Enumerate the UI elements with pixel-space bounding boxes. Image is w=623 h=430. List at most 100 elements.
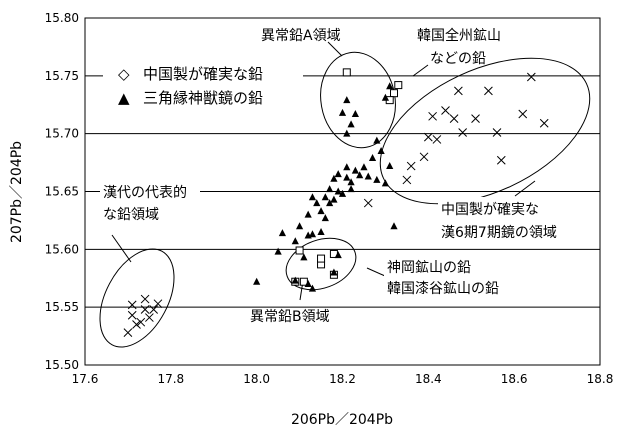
point-square bbox=[295, 246, 304, 255]
point-cross bbox=[484, 86, 493, 96]
leader-kamioka bbox=[366, 267, 386, 277]
point-cross bbox=[423, 132, 433, 142]
point-triangle bbox=[386, 162, 394, 170]
point-triangle bbox=[368, 153, 377, 161]
point-triangle bbox=[347, 178, 355, 186]
y-axis-label: 207Pb／204Pb bbox=[9, 141, 25, 243]
point-triangle bbox=[304, 280, 312, 288]
point-square bbox=[342, 68, 351, 77]
point-triangle bbox=[330, 268, 338, 276]
point-triangle bbox=[338, 108, 347, 116]
point-cross bbox=[123, 328, 133, 337]
point-triangle bbox=[291, 237, 299, 245]
anno-korea-jeonju-2: などの鉛 bbox=[430, 51, 486, 67]
point-cross bbox=[539, 118, 549, 128]
x-tick-label: 18.4 bbox=[415, 372, 442, 386]
y-tick-label: 15.80 bbox=[45, 11, 79, 25]
point-cross bbox=[492, 128, 502, 137]
data-points bbox=[123, 68, 549, 337]
legend-entry-1-symbol: ◇ bbox=[118, 65, 130, 83]
anno-abnormal-a: 異常鉛A領域 bbox=[261, 27, 341, 44]
point-triangle bbox=[356, 171, 364, 179]
point-triangle bbox=[351, 166, 359, 174]
point-triangle bbox=[334, 251, 342, 259]
point-cross bbox=[402, 175, 412, 185]
point-triangle bbox=[317, 207, 325, 215]
point-triangle bbox=[291, 276, 299, 284]
point-cross bbox=[419, 152, 429, 162]
point-triangle bbox=[321, 214, 329, 222]
point-cross bbox=[140, 305, 150, 314]
point-cross bbox=[458, 128, 468, 137]
anno-kamioka-2: 韓国漆谷鉱山の鉛 bbox=[387, 280, 499, 297]
point-triangle bbox=[343, 96, 351, 104]
point-cross bbox=[454, 86, 463, 96]
x-tick-label: 17.8 bbox=[157, 372, 184, 386]
anno-bg-han-rep bbox=[100, 181, 200, 225]
anno-kamioka-1: 神岡鉱山の鉛 bbox=[387, 259, 471, 276]
point-triangle bbox=[321, 193, 329, 201]
point-triangle bbox=[386, 82, 394, 90]
leader-abnormal-a bbox=[327, 41, 343, 57]
point-triangle bbox=[317, 227, 325, 235]
point-cross bbox=[127, 300, 137, 310]
point-triangle bbox=[364, 172, 372, 180]
point-cross bbox=[471, 114, 480, 123]
point-cross bbox=[153, 299, 163, 309]
point-cross bbox=[145, 313, 154, 322]
point-triangle bbox=[347, 185, 355, 193]
leader-china-han bbox=[514, 180, 536, 197]
leader-han-rep bbox=[111, 234, 132, 263]
legend-background bbox=[103, 62, 303, 110]
point-triangle bbox=[278, 229, 287, 237]
point-cross bbox=[149, 305, 159, 314]
x-tick-label: 18.2 bbox=[329, 372, 356, 386]
point-cross bbox=[432, 135, 442, 144]
point-triangle bbox=[330, 174, 338, 182]
point-triangle bbox=[338, 189, 347, 197]
point-triangle bbox=[300, 253, 308, 261]
point-triangle bbox=[326, 185, 334, 193]
anno-abnormal-b: 異常鉛B領域 bbox=[250, 308, 330, 325]
point-triangle bbox=[304, 210, 312, 218]
point-cross bbox=[518, 109, 528, 119]
y-tick-label: 15.50 bbox=[45, 358, 79, 372]
x-tick-label: 18.6 bbox=[501, 372, 528, 386]
point-triangle bbox=[390, 222, 398, 230]
point-triangle bbox=[295, 222, 304, 230]
point-triangle bbox=[377, 147, 385, 155]
y-tick-label: 15.65 bbox=[45, 185, 79, 199]
y-tick-labels: 15.50 15.55 15.60 15.65 15.70 15.75 15.80 bbox=[45, 11, 79, 372]
point-square bbox=[317, 254, 326, 263]
point-triangle bbox=[330, 195, 338, 203]
point-triangle bbox=[351, 110, 359, 118]
y-tick-label: 15.70 bbox=[45, 127, 79, 141]
point-triangle bbox=[360, 163, 368, 171]
point-cross bbox=[441, 106, 450, 115]
x-tick-label: 18.0 bbox=[243, 372, 270, 386]
point-square bbox=[390, 89, 398, 98]
anno-china-han-1: 中国製が確実な bbox=[441, 202, 539, 218]
leader-korea-jeonju bbox=[412, 64, 429, 77]
point-triangle bbox=[308, 284, 317, 292]
point-cross bbox=[127, 310, 137, 320]
x-axis-label: 206Pb／204Pb bbox=[291, 412, 393, 428]
ellipse-kamioka bbox=[285, 237, 357, 291]
y-tick-label: 15.75 bbox=[45, 69, 79, 83]
legend: ◇ 中国製が確実な鉛 ▲ 三角縁神獣鏡の鉛 bbox=[103, 62, 303, 110]
legend-entry-1-label: 中国製が確実な鉛 bbox=[143, 65, 263, 83]
point-triangle bbox=[343, 129, 351, 137]
point-cross bbox=[140, 294, 150, 304]
annotations: 異常鉛A領域 韓国全州鉱山 などの鉛 漢代の代表的 な鉛領域 中国製が確実な 漢… bbox=[100, 27, 588, 325]
point-triangle bbox=[304, 231, 312, 239]
x-tick-label: 18.8 bbox=[587, 372, 614, 386]
point-cross bbox=[449, 114, 459, 123]
point-cross bbox=[406, 161, 416, 171]
point-square bbox=[394, 81, 403, 90]
plot-frame bbox=[84, 17, 601, 366]
point-triangle bbox=[308, 193, 317, 201]
region-ellipses bbox=[99, 51, 591, 348]
point-cross bbox=[526, 72, 536, 82]
point-triangle bbox=[381, 179, 390, 187]
